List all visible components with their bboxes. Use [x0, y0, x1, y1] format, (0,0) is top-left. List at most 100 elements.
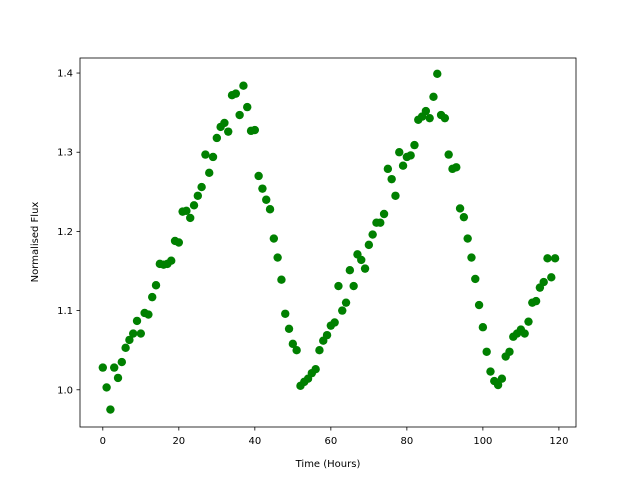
- point: [341, 298, 351, 307]
- point: [547, 273, 556, 282]
- point: [281, 309, 290, 318]
- point: [410, 140, 419, 150]
- point: [444, 150, 453, 159]
- point: [429, 92, 438, 102]
- point: [452, 163, 461, 172]
- point: [224, 127, 233, 136]
- point: [284, 324, 294, 334]
- point: [102, 383, 111, 392]
- point: [459, 212, 469, 222]
- point: [455, 204, 465, 213]
- x-tick-label: 0: [100, 436, 106, 447]
- y-tick-label: 1.2: [57, 227, 73, 238]
- point: [98, 363, 108, 372]
- point: [520, 329, 529, 338]
- x-tick-label: 80: [400, 436, 413, 447]
- point: [262, 195, 271, 204]
- point: [106, 405, 115, 414]
- point: [110, 363, 119, 372]
- point: [463, 234, 472, 243]
- x-tick-label: 60: [324, 436, 337, 447]
- point: [197, 182, 206, 192]
- x-tick-label: 20: [172, 436, 185, 447]
- point: [360, 264, 370, 273]
- point: [231, 89, 241, 98]
- point: [497, 374, 507, 383]
- point: [220, 118, 229, 128]
- point: [379, 209, 389, 219]
- point: [311, 364, 320, 374]
- point: [265, 205, 275, 214]
- point: [167, 256, 176, 265]
- point: [322, 330, 332, 340]
- point: [486, 367, 495, 376]
- point: [543, 254, 552, 263]
- point: [205, 168, 214, 178]
- point: [250, 125, 260, 135]
- point: [277, 275, 286, 284]
- point: [254, 171, 263, 181]
- point: [383, 164, 393, 174]
- axes-frame: [79, 57, 577, 428]
- point: [478, 323, 488, 332]
- point: [186, 213, 195, 223]
- point: [334, 281, 343, 291]
- point: [117, 357, 127, 367]
- point: [113, 373, 123, 383]
- point: [330, 318, 339, 327]
- point: [345, 266, 355, 275]
- point: [125, 335, 134, 345]
- point: [144, 310, 153, 319]
- point: [433, 69, 442, 79]
- point: [174, 238, 184, 247]
- y-axis-label: Normalised Flux: [30, 202, 41, 283]
- point: [212, 133, 222, 143]
- point: [505, 347, 514, 356]
- point: [368, 230, 377, 239]
- point: [391, 191, 400, 200]
- y-tick-label: 1.0: [57, 385, 73, 396]
- point: [132, 316, 142, 326]
- point: [315, 345, 324, 355]
- point: [539, 277, 548, 287]
- point: [136, 329, 146, 338]
- point: [387, 174, 396, 184]
- point: [273, 253, 282, 262]
- point: [288, 339, 298, 349]
- point: [425, 113, 434, 123]
- point: [129, 329, 138, 338]
- point: [474, 300, 484, 310]
- point: [357, 255, 366, 265]
- point: [398, 161, 408, 170]
- point: [258, 184, 267, 193]
- point: [193, 191, 203, 200]
- point: [364, 240, 374, 250]
- x-tick-label: 40: [248, 436, 261, 447]
- point: [471, 274, 480, 284]
- point: [440, 113, 450, 123]
- y-tick-label: 1.3: [57, 148, 73, 159]
- x-axis-label: Time (Hours): [295, 459, 361, 470]
- point: [531, 296, 541, 306]
- point: [182, 206, 191, 216]
- point: [121, 343, 130, 353]
- point: [395, 148, 404, 157]
- y-tick-label: 1.4: [57, 69, 73, 80]
- point: [421, 106, 431, 116]
- point: [151, 281, 161, 290]
- point: [292, 345, 301, 355]
- point: [493, 380, 503, 390]
- point: [524, 317, 533, 326]
- point: [201, 150, 210, 159]
- point: [235, 110, 244, 120]
- x-tick-label: 100: [473, 436, 492, 447]
- point: [550, 254, 560, 263]
- point: [482, 347, 491, 356]
- point: [467, 253, 476, 262]
- point: [349, 281, 358, 291]
- point: [208, 152, 218, 162]
- point: [239, 81, 248, 90]
- y-tick-label: 1.1: [57, 306, 73, 317]
- point: [338, 306, 347, 315]
